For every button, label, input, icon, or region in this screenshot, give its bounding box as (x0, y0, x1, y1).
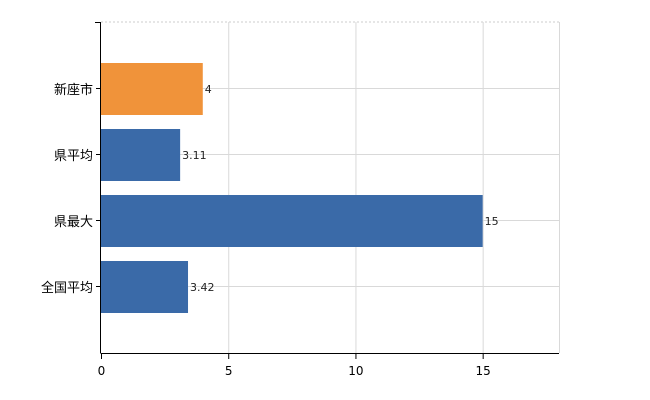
data-label-1: 3.11 (182, 149, 207, 162)
data-label-2: 15 (485, 215, 499, 228)
category-label-1: 県平均 (54, 149, 93, 164)
bar-3 (101, 261, 189, 313)
bar-0 (101, 63, 203, 115)
x-tick-label-1: 5 (225, 364, 233, 378)
category-label-0: 新座市 (54, 82, 93, 98)
bar-1 (101, 129, 181, 181)
data-label-0: 4 (205, 83, 212, 96)
x-tick-label-3: 15 (476, 364, 491, 378)
bar-2 (101, 195, 483, 247)
x-tick-label-2: 10 (348, 364, 363, 378)
category-label-3: 全国平均 (41, 280, 93, 296)
category-label-2: 県最大 (54, 215, 93, 230)
x-tick-label-0: 0 (98, 364, 106, 378)
data-label-3: 3.42 (190, 281, 215, 294)
